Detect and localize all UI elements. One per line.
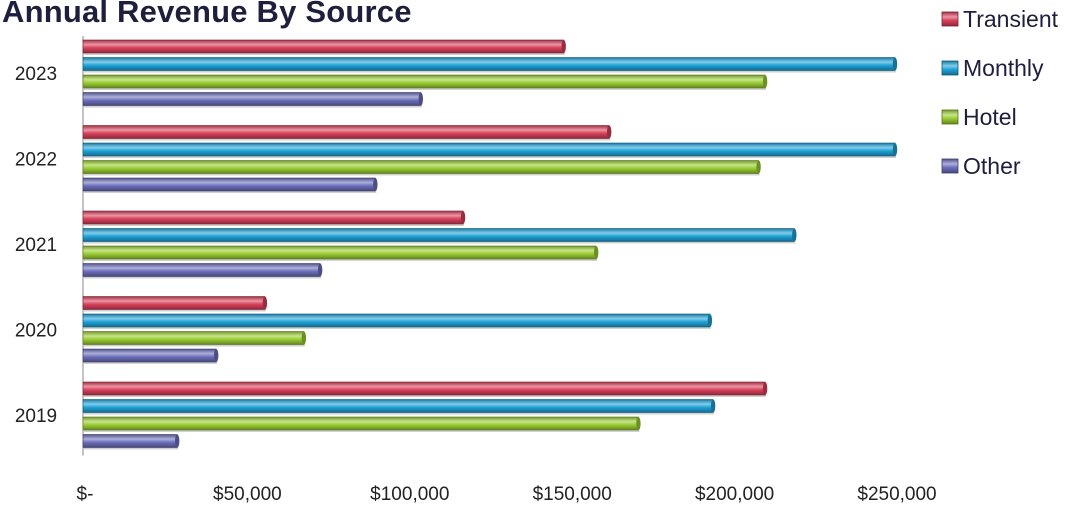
- bar-hotel-2021: [82, 245, 599, 261]
- bar-hotel-2019: [82, 416, 641, 432]
- bar-other-2019: [82, 434, 180, 450]
- bar-monthly-2022: [82, 142, 898, 158]
- x-tick-label: $250,000: [857, 484, 936, 505]
- bar-hotel-2022: [82, 160, 761, 176]
- legend-swatch: [941, 60, 959, 76]
- category-label: 2021: [15, 235, 57, 256]
- axis-layer: 2023 2022 2021 2020 2019 $- $50,000 $100,000 $15…: [15, 36, 937, 505]
- x-tick-label: $100,000: [370, 484, 449, 505]
- category-label: 2020: [15, 320, 57, 341]
- bar-monthly-2020: [82, 313, 713, 329]
- bar-other-2023: [82, 92, 423, 108]
- bar-transient-2019: [82, 381, 768, 397]
- bar-transient-2021: [82, 210, 466, 226]
- category-label: 2022: [15, 149, 57, 170]
- bar-hotel-2023: [82, 74, 768, 90]
- legend-item-monthly: Monthly: [941, 55, 1044, 81]
- legend-label: Other: [963, 153, 1021, 179]
- legend-label: Transient: [963, 6, 1059, 32]
- category-label: 2023: [15, 64, 57, 85]
- legend-swatch: [941, 158, 959, 174]
- legend-label: Monthly: [963, 55, 1044, 81]
- bar-other-2022: [82, 177, 378, 193]
- legend-swatch: [941, 109, 959, 125]
- bar-transient-2023: [82, 39, 566, 55]
- bar-monthly-2019: [82, 399, 716, 415]
- x-tick-label: $50,000: [213, 484, 282, 505]
- x-tick-label: $-: [77, 484, 94, 505]
- legend-label: Hotel: [963, 104, 1017, 130]
- x-tick-label: $150,000: [533, 484, 612, 505]
- bars-layer: [82, 39, 898, 450]
- legend-item-hotel: Hotel: [941, 104, 1017, 130]
- chart-title: Annual Revenue By Source: [2, 0, 412, 29]
- legend-item-other: Other: [941, 153, 1021, 179]
- legend-swatch: [941, 11, 959, 27]
- bar-hotel-2020: [82, 331, 307, 347]
- x-tick-label: $200,000: [695, 484, 774, 505]
- bar-monthly-2021: [82, 228, 797, 244]
- legend: Transient Monthly Hotel Other: [941, 6, 1059, 179]
- legend-item-transient: Transient: [941, 6, 1059, 32]
- category-label: 2019: [15, 406, 57, 427]
- bar-other-2021: [82, 263, 323, 279]
- bar-other-2020: [82, 348, 219, 364]
- bar-transient-2022: [82, 125, 612, 141]
- bar-monthly-2023: [82, 57, 898, 73]
- bar-transient-2020: [82, 296, 268, 312]
